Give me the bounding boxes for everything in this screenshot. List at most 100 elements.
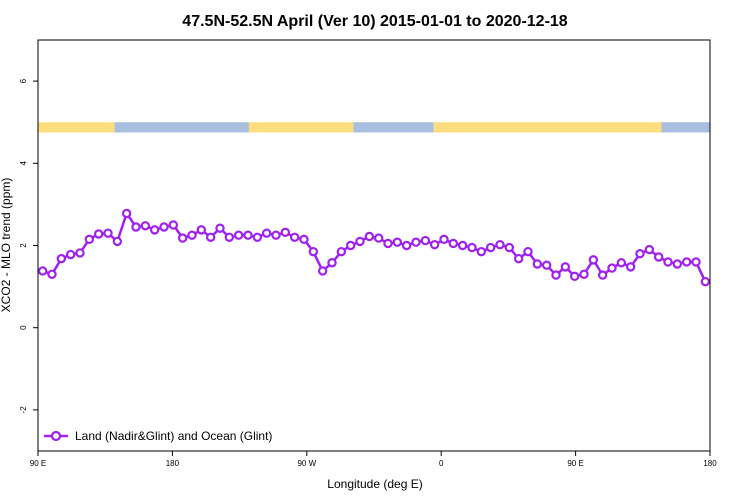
data-point [280,227,291,238]
data-point [467,242,477,253]
legend: Land (Nadir&Glint) and Ocean (Glint) [44,429,272,443]
chart-title: 47.5N-52.5N April (Ver 10) 2015-01-01 to… [182,13,568,30]
y-tick-label: 2 [19,243,28,248]
data-point [308,246,319,257]
x-tick-label: 90 E [567,459,583,468]
data-point [112,236,123,247]
data-point [215,223,225,233]
data-point [653,252,664,262]
data-point [392,237,403,247]
data-point [243,230,253,240]
data-point [131,222,141,232]
band-segment-land [433,122,662,133]
data-point [411,237,421,247]
data-point [355,236,365,247]
data-point [233,230,244,240]
data-point [560,262,571,272]
data-point [140,221,151,231]
data-point [448,238,459,249]
data-point [476,246,487,257]
axes: 90 E 180 90 W 0 90 E 180 -2 0 2 4 6 [19,78,717,468]
data-point [317,266,328,276]
band-segment-ocean [114,122,249,133]
data-point [532,259,543,269]
band-segment-ocean [353,122,434,133]
data-point [457,240,468,251]
data-point [373,233,384,243]
data-point [672,259,683,269]
data-point [159,222,169,232]
y-tick-label: 4 [19,161,28,166]
data-point [579,269,589,279]
data-point [495,239,505,250]
x-axis-label: Longitude (deg E) [327,477,422,491]
data-point [635,249,645,259]
data-point [429,239,440,250]
surface-type-band [38,122,710,133]
x-tick-label: 180 [166,459,180,468]
data-point [261,228,272,238]
x-tick-label: 180 [703,459,717,468]
data-point [205,232,216,242]
data-point [420,235,431,246]
y-tick-label: 0 [19,325,28,330]
data-point [625,262,636,272]
plot-frame [37,39,711,452]
data-point [121,208,132,219]
series-layer [37,208,711,287]
data-point [289,232,300,242]
data-point [569,271,580,282]
data-point [345,240,356,251]
data-point [177,233,188,243]
data-point [47,269,57,279]
data-point [196,225,207,235]
data-point [513,253,524,264]
data-point [187,230,197,240]
data-point [523,246,533,257]
legend-marker [50,430,62,442]
data-point [56,253,67,264]
data-point [588,255,599,265]
y-tick-label: 6 [19,78,28,83]
band-segment-land [248,122,354,133]
data-point [103,228,113,238]
data-point [336,246,347,257]
data-point [37,266,48,276]
data-point [700,276,711,287]
data-point [485,242,496,253]
band-segment-land [38,122,115,133]
data-point [691,257,701,267]
data-point [93,229,104,239]
x-tick-label: 0 [439,459,444,468]
data-point [663,257,673,267]
data-point [551,270,561,280]
data-point [252,232,263,242]
y-tick-label: -2 [19,406,28,414]
y-axis-label: XCO2 - MLO trend (ppm) [0,178,13,313]
data-point [84,234,95,245]
data-point [607,263,617,273]
legend-label: Land (Nadir&Glint) and Ocean (Glint) [75,429,272,443]
data-point [439,234,449,245]
data-point [541,260,552,270]
data-point [644,244,655,255]
data-point [364,231,375,242]
data-point [299,234,309,245]
data-point [504,242,515,253]
data-point [149,225,160,235]
data-point [616,258,627,268]
data-point [168,220,179,230]
x-tick-label: 90 E [30,459,46,468]
data-point [75,248,85,258]
data-point [401,240,412,251]
data-point [224,232,235,242]
band-segment-ocean [661,122,710,133]
data-point [597,270,608,280]
data-point [681,257,692,267]
data-point [327,258,337,268]
data-point [65,249,76,260]
x-tick-label: 90 W [297,459,316,468]
data-point [383,238,393,249]
data-point [271,230,281,240]
